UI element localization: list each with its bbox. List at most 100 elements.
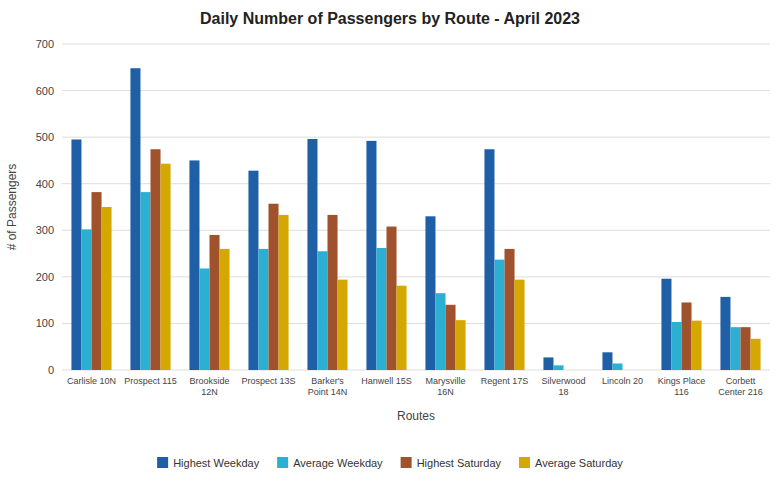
bar (151, 149, 161, 370)
bar (258, 249, 268, 370)
bar (161, 164, 171, 370)
bar (71, 139, 81, 370)
bar (92, 192, 102, 370)
x-tick-label: CorbettCenter 216 (718, 376, 763, 397)
x-tick-label: Lincoln 20 (602, 376, 643, 386)
bar (720, 297, 730, 370)
bar (515, 280, 525, 370)
x-tick-label: Hanwell 15S (361, 376, 412, 386)
y-tick-label: 300 (36, 224, 54, 236)
x-tick-label-line: Marysville (425, 376, 465, 386)
legend-item: Average Weekday (277, 457, 383, 469)
grid-line (62, 90, 770, 91)
x-tick-label-line: Point 14N (308, 387, 348, 397)
bar (102, 207, 112, 370)
grid-line (62, 44, 770, 45)
bar (623, 370, 633, 371)
x-tick-label-line: Hanwell 15S (361, 376, 412, 386)
bar (612, 363, 622, 370)
legend-swatch (519, 457, 530, 468)
legend-swatch (157, 457, 168, 468)
bar (751, 339, 761, 370)
bar (446, 305, 456, 370)
x-tick-label: Silverwood18 (541, 376, 585, 397)
x-tick-label-line: 18 (558, 387, 568, 397)
bar (140, 192, 150, 370)
y-tick-label: 700 (36, 38, 54, 50)
x-tick-label-line: 16N (437, 387, 454, 397)
title: Daily Number of Passengers by Route - Ap… (200, 10, 580, 27)
grid (62, 44, 770, 370)
bar (317, 251, 327, 370)
x-tick-label: Regent 17S (481, 376, 529, 386)
x-tick-label-line: Brookside (189, 376, 229, 386)
x-tick-label: Brookside12N (189, 376, 229, 397)
bar (661, 279, 671, 370)
x-tick-label-line: Lincoln 20 (602, 376, 643, 386)
bar (682, 302, 692, 370)
y-tick-label: 100 (36, 317, 54, 329)
x-tick-label-line: 116 (674, 387, 688, 397)
chart: Daily Number of Passengers by Route - Ap… (0, 0, 780, 483)
x-tick-label-line: Carlisle 10N (67, 376, 116, 386)
bar (564, 370, 574, 371)
bar (425, 216, 435, 370)
bar (456, 320, 466, 370)
legend-swatch (401, 457, 412, 468)
x-tick-label-line: Silverwood (541, 376, 585, 386)
x-tick-label-line: Kings Place (658, 376, 706, 386)
x-tick-label: Marysville16N (425, 376, 465, 397)
bar (279, 215, 289, 370)
bar (574, 370, 584, 371)
bar (387, 227, 397, 370)
y-tick-label: 600 (36, 85, 54, 97)
bar (602, 352, 612, 370)
bar (505, 249, 515, 370)
bars (71, 68, 760, 370)
x-tick-label-line: 12N (201, 387, 218, 397)
y-tick-label: 400 (36, 178, 54, 190)
legend-label: Average Weekday (293, 457, 383, 469)
y-tick-label: 0 (48, 364, 54, 376)
x-tick-label: Carlisle 10N (67, 376, 116, 386)
bar (741, 327, 751, 370)
bar (328, 215, 338, 370)
legend-item: Highest Weekday (157, 457, 260, 469)
y-tick-label: 200 (36, 271, 54, 283)
bar (397, 286, 407, 370)
x-tick-label: Prospect 115 (124, 376, 176, 386)
x-tick-label-line: Prospect 115 (124, 376, 176, 386)
bar (671, 322, 681, 370)
x-tick-label-line: Regent 17S (481, 376, 529, 386)
legend-item: Average Saturday (519, 457, 623, 469)
x-axis-label: Routes (397, 409, 435, 423)
bar (633, 370, 643, 371)
legend-swatch (277, 457, 288, 468)
y-tick-label: 500 (36, 131, 54, 143)
bar (130, 68, 140, 370)
bar (376, 248, 386, 370)
bar (269, 204, 279, 370)
bar (248, 171, 258, 370)
bar (307, 139, 317, 370)
x-tick-label-line: Barker's (311, 376, 344, 386)
x-tick-label-line: Prospect 13S (241, 376, 295, 386)
legend-item: Highest Saturday (401, 457, 502, 469)
x-tick-label-line: Corbett (726, 376, 756, 386)
bar (730, 327, 740, 370)
y-axis-label: # of Passengers (5, 164, 19, 251)
bar (692, 321, 702, 370)
bar (435, 293, 445, 370)
x-tick-label-line: Center 216 (718, 387, 763, 397)
bar (210, 235, 220, 370)
x-tick-label: Barker'sPoint 14N (308, 376, 348, 397)
bar (189, 160, 199, 370)
x-tick-label: Prospect 13S (241, 376, 295, 386)
bar (494, 260, 504, 370)
bar (484, 149, 494, 370)
legend: Highest Weekday Average Weekday Highest Sa… (157, 457, 623, 469)
bar (199, 268, 209, 370)
bar (366, 141, 376, 370)
legend-label: Average Saturday (535, 457, 623, 469)
legend-label: Highest Saturday (417, 457, 502, 469)
